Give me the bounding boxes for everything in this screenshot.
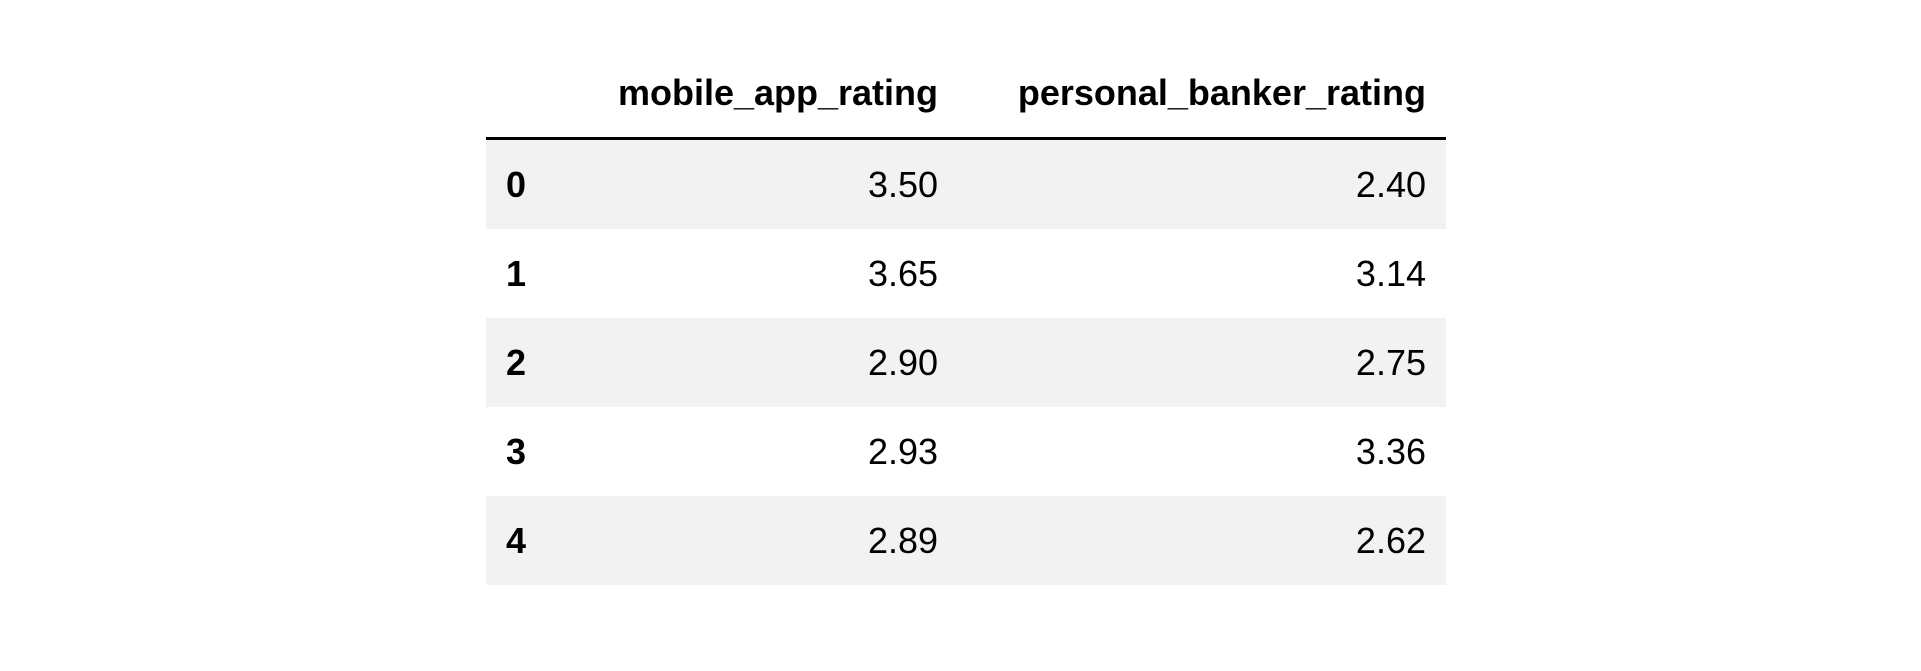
cell-personal-banker-rating: 3.14 <box>1355 253 1426 294</box>
cell-mobile-app-rating: 2.93 <box>867 431 939 472</box>
table-row: 4 2.89 2.62 <box>486 496 1446 585</box>
column-header-mobile-app-rating: mobile_app_rating <box>566 48 959 140</box>
cell-mobile-app-rating: 2.90 <box>867 342 939 383</box>
row-index: 0 <box>506 164 527 205</box>
cell-personal-banker-rating: 2.62 <box>1355 520 1426 561</box>
table-row: 3 2.93 3.36 <box>486 407 1446 496</box>
cell-personal-banker-rating: 2.75 <box>1355 342 1426 383</box>
cell-mobile-app-rating: 3.65 <box>867 253 939 294</box>
cell-personal-banker-rating: 2.40 <box>1355 164 1426 205</box>
cell-mobile-app-rating: 3.50 <box>867 164 939 205</box>
table-header: mobile_app_rating personal_banker_rating <box>486 48 1446 140</box>
cell-mobile-app-rating: 2.89 <box>867 520 939 561</box>
table-row: 0 3.50 2.40 <box>486 138 1446 229</box>
cell-personal-banker-rating: 3.36 <box>1355 431 1426 472</box>
index-column-header <box>486 48 566 140</box>
dataframe-table: mobile_app_rating personal_banker_rating… <box>486 48 1446 585</box>
row-index: 1 <box>506 253 527 294</box>
table-row: 2 2.90 2.75 <box>486 318 1446 407</box>
column-header-personal-banker-rating: personal_banker_rating <box>958 48 1446 140</box>
table-row: 1 3.65 3.14 <box>486 229 1446 318</box>
header-row: mobile_app_rating personal_banker_rating <box>486 48 1446 140</box>
row-index: 4 <box>506 520 527 561</box>
row-index: 3 <box>506 431 527 472</box>
row-index: 2 <box>506 342 527 383</box>
table-body: 0 3.50 2.40 1 3.65 3.14 2 2.90 2.75 3 2.… <box>486 138 1446 585</box>
